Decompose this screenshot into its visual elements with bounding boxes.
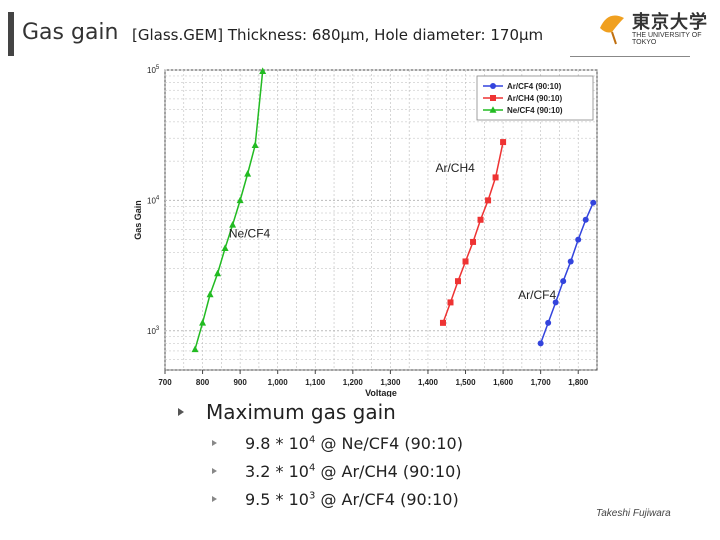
main-bullet-text: Maximum gas gain: [206, 400, 396, 424]
data-point: [560, 278, 567, 285]
data-point: [552, 299, 559, 306]
data-point: [229, 220, 237, 228]
series-annotation: Ar/CF4: [518, 288, 556, 302]
data-point: [206, 290, 214, 298]
sub-bullet-exponent: 4: [308, 462, 316, 474]
data-point: [199, 319, 207, 326]
data-point: [221, 244, 229, 251]
sub-bullet-prefix: 9.8 * 10: [245, 434, 309, 453]
y-tick-label: 103: [147, 326, 160, 336]
bullet-arrow-icon: [178, 407, 184, 416]
data-point: [485, 197, 492, 204]
data-point: [462, 258, 469, 265]
data-point: [251, 141, 259, 148]
title-accent-bar: [8, 12, 14, 56]
x-tick-label: 1,200: [343, 378, 364, 387]
y-tick-label: 105: [147, 65, 160, 75]
sub-bullet-arrow-icon: [212, 439, 217, 446]
data-point: [537, 340, 544, 347]
data-point: [244, 169, 252, 177]
legend-swatch-marker: [489, 106, 497, 113]
legend-label: Ar/CH4 (90:10): [507, 94, 562, 103]
y-tick-exponent: 3: [156, 326, 160, 332]
data-point: [582, 216, 589, 223]
sub-bullet-suffix: @ Ar/CF4 (90:10): [315, 490, 459, 509]
ginkgo-leaf-icon: [600, 15, 624, 45]
data-point: [259, 67, 267, 74]
data-point: [236, 196, 244, 204]
y-tick-base: 10: [147, 66, 156, 75]
series-annotation: Ar/CH4: [435, 161, 475, 175]
legend-label: Ar/CF4 (90:10): [507, 82, 562, 91]
data-point: [590, 199, 597, 206]
gas-gain-chart: 700 800 900 1,000 1,100 1,200 1,300 1,400 1,500 1…: [133, 65, 598, 397]
data-point: [492, 174, 499, 181]
data-point: [500, 139, 507, 146]
legend-swatch-marker: [490, 95, 496, 101]
author-credit: Takeshi Fujiwara: [596, 508, 671, 519]
sub-bullet-prefix: 3.2 * 10: [245, 462, 309, 481]
sub-bullet: 9.5 * 103 @ Ar/CF4 (90:10): [212, 490, 459, 509]
data-point: [455, 278, 462, 285]
sub-bullet-exponent: 3: [308, 490, 316, 502]
sub-bullet-suffix: @ Ar/CH4 (90:10): [315, 462, 462, 481]
x-tick-label: 1,700: [531, 378, 552, 387]
sub-bullet-prefix: 9.5 * 10: [245, 490, 309, 509]
x-tick-label: 1,000: [268, 378, 289, 387]
y-tick-base: 10: [147, 196, 156, 205]
y-tick-label: 104: [147, 195, 160, 205]
legend-swatch-marker: [490, 83, 496, 89]
series-annotation: Ne/CF4: [229, 226, 271, 240]
sub-bullet: 9.8 * 104 @ Ne/CF4 (90:10): [212, 434, 463, 453]
data-point: [567, 258, 574, 265]
slide-title: Gas gain: [22, 20, 119, 45]
sub-bullet: 3.2 * 104 @ Ar/CH4 (90:10): [212, 462, 462, 481]
x-tick-label: 1,600: [493, 378, 514, 387]
y-axis-label: Gas Gain: [133, 200, 143, 240]
header-divider: [570, 56, 690, 57]
x-tick-label: 1,400: [418, 378, 439, 387]
logo-text: 東京大学: [632, 12, 708, 33]
slide-subtitle: [Glass.GEM] Thickness: 680μm, Hole diame…: [132, 26, 544, 44]
x-tick-label: 1,100: [305, 378, 326, 387]
y-tick-exponent: 4: [156, 195, 160, 201]
x-axis-label: Voltage: [365, 388, 397, 397]
series-line: [194, 71, 264, 350]
x-tick-label: 1,800: [568, 378, 589, 387]
logo-subtext: THE UNIVERSITY OF TOKYO: [632, 32, 702, 46]
sub-bullet-arrow-icon: [212, 495, 217, 502]
x-tick-label: 700: [158, 378, 172, 387]
y-tick-exponent: 5: [156, 65, 160, 71]
x-tick-label: 1,500: [456, 378, 477, 387]
x-tick-label: 1,300: [380, 378, 401, 387]
y-tick-base: 10: [147, 327, 156, 336]
main-bullet: Maximum gas gain: [178, 400, 396, 424]
legend-label: Ne/CF4 (90:10): [507, 106, 563, 115]
data-point: [439, 319, 446, 326]
data-point: [575, 236, 582, 243]
x-tick-label: 900: [233, 378, 247, 387]
sub-bullet-exponent: 4: [308, 434, 316, 446]
sub-bullet-suffix: @ Ne/CF4 (90:10): [315, 434, 463, 453]
data-point: [447, 299, 454, 306]
series-line: [539, 202, 594, 344]
data-point: [191, 345, 199, 353]
x-tick-label: 800: [196, 378, 210, 387]
data-point: [214, 269, 222, 277]
university-logo: [600, 15, 624, 45]
data-point: [477, 216, 484, 223]
data-point: [545, 319, 552, 326]
data-point: [470, 238, 477, 245]
sub-bullet-arrow-icon: [212, 467, 217, 474]
